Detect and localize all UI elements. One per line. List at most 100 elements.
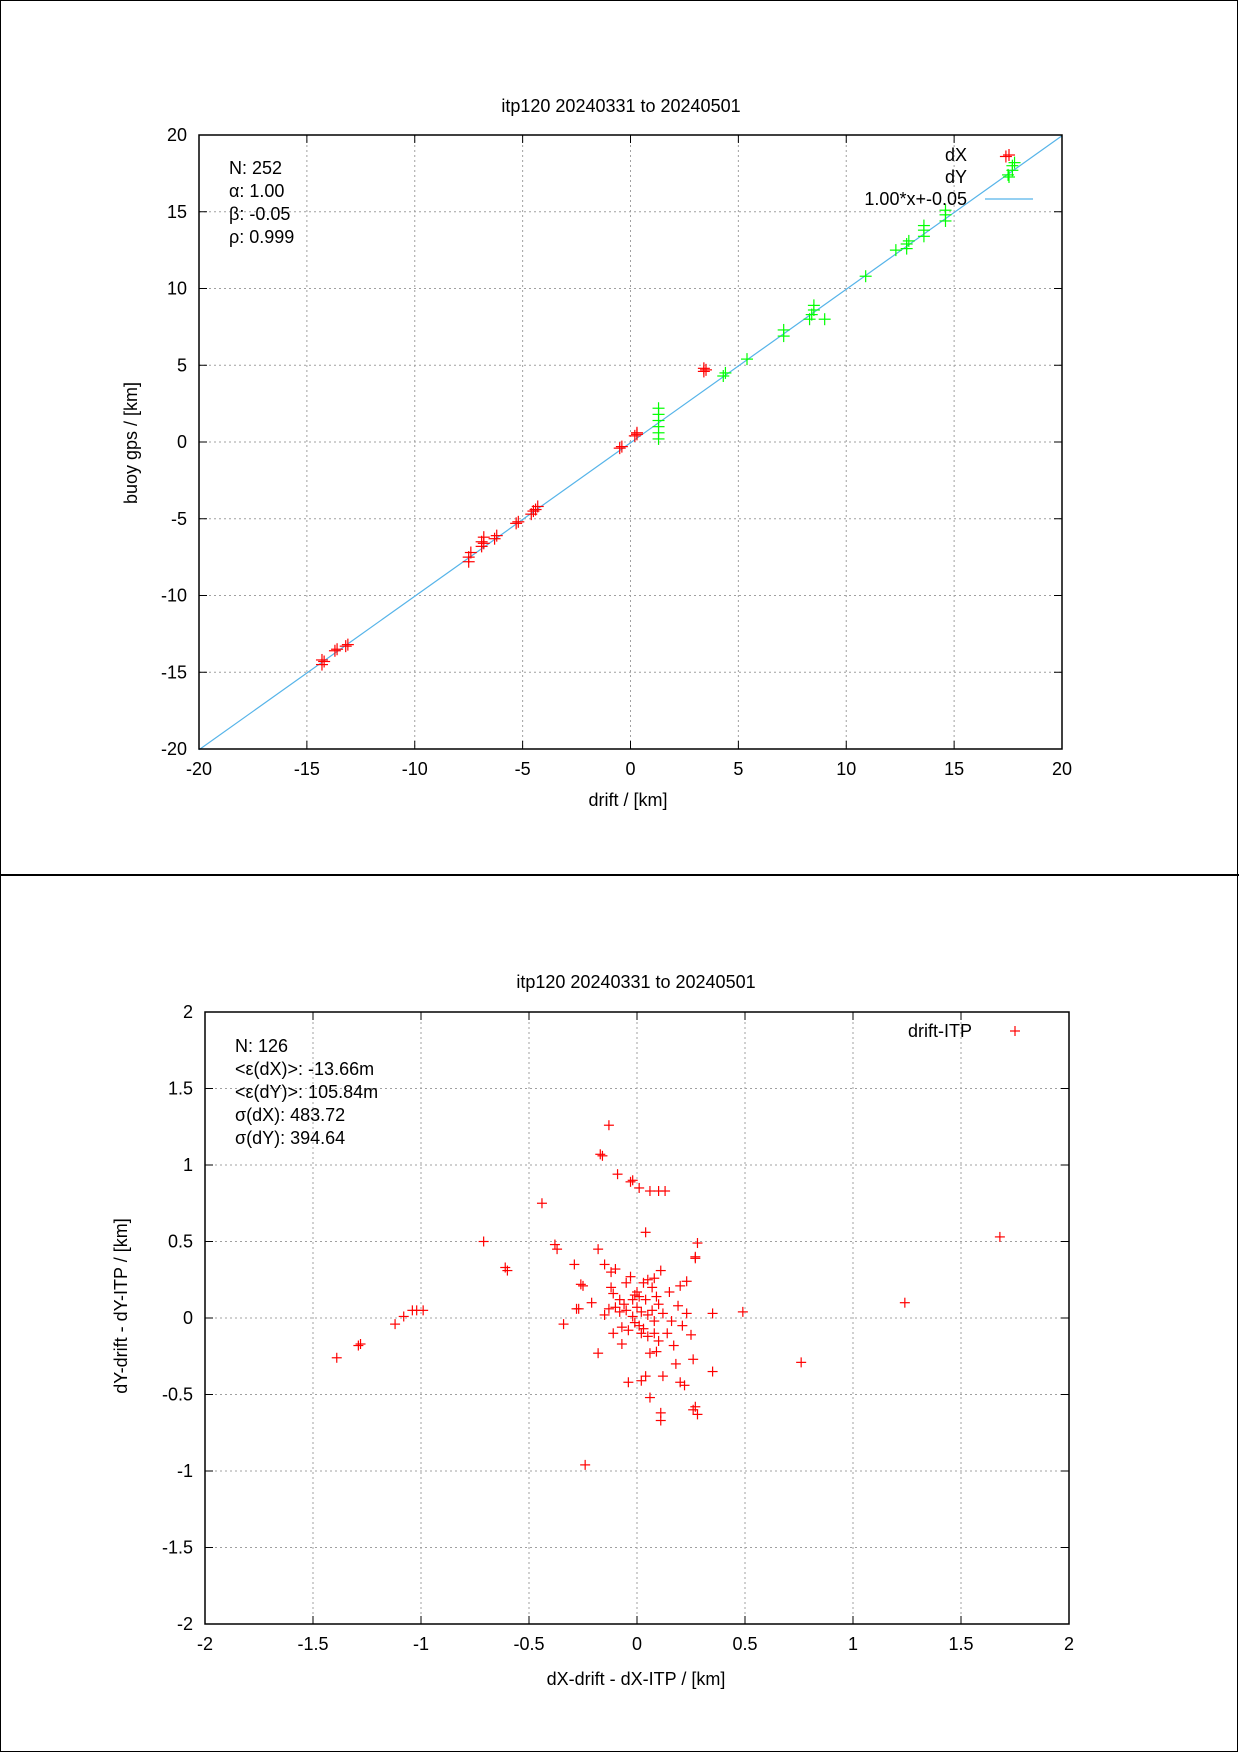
data-point [679, 1380, 690, 1391]
data-point [462, 551, 475, 564]
y-tick-label: 10 [167, 279, 187, 299]
scatter-chart-bottom: itp120 20240331 to 20240501 dX-drift - d… [111, 972, 1074, 1689]
data-point [900, 237, 913, 250]
chart-panel-bottom: itp120 20240331 to 20240501 dX-drift - d… [0, 875, 1238, 1752]
data-point [642, 1274, 653, 1285]
data-point [593, 1244, 604, 1255]
y-tick-label: -2 [177, 1614, 193, 1634]
scatter-chart-top: itp120 20240331 to 20240501 drift / [km]… [121, 96, 1072, 810]
data-point [603, 1303, 614, 1314]
data-point [603, 1120, 614, 1131]
data-point [613, 442, 626, 455]
grid-lines [205, 1012, 1069, 1624]
x-tick-label: 15 [944, 759, 964, 779]
data-point [677, 1320, 688, 1331]
x-tick-label: -1.5 [297, 1634, 328, 1654]
data-point [623, 1325, 634, 1336]
data-point [621, 1277, 632, 1288]
y-tick-label: 0 [177, 432, 187, 452]
y-tick-label: -15 [161, 662, 187, 682]
data-point [642, 1331, 653, 1342]
legend-label: 1.00*x+-0.05 [864, 189, 967, 209]
data-point [331, 643, 344, 656]
data-point [636, 1328, 647, 1339]
data-point [644, 1392, 655, 1403]
data-point [575, 1279, 586, 1290]
data-point [478, 1236, 489, 1247]
x-tick-label: -10 [402, 759, 428, 779]
data-point [529, 503, 542, 516]
y-tick-label: -1.5 [162, 1538, 193, 1558]
data-point [681, 1308, 692, 1319]
data-point [355, 1339, 366, 1350]
data-point [619, 1299, 630, 1310]
data-point [652, 402, 665, 415]
stats-line: N: 126 [235, 1036, 288, 1056]
data-point [796, 1357, 807, 1368]
chart-panel-top: itp120 20240331 to 20240501 drift / [km]… [0, 0, 1238, 875]
data-point [859, 270, 872, 283]
x-tick-label: -20 [186, 759, 212, 779]
data-point [668, 1340, 679, 1351]
x-tick-label: -2 [197, 1634, 213, 1654]
y-tick-label: 1.5 [168, 1079, 193, 1099]
data-point [644, 1348, 655, 1359]
data-point [647, 1305, 658, 1316]
data-point [502, 1265, 513, 1276]
data-point [608, 1288, 619, 1299]
data-point [899, 1297, 910, 1308]
data-point [536, 1198, 547, 1209]
data-point [569, 1259, 580, 1270]
data-point [700, 363, 713, 376]
data-point [549, 1239, 560, 1250]
stats-line: <ε(dY)>: 105.84m [235, 1082, 378, 1102]
y-tick-label: -1 [177, 1461, 193, 1481]
stats-line: σ(dY): 394.64 [235, 1128, 345, 1148]
data-point [670, 1358, 681, 1369]
data-point [625, 1271, 636, 1282]
data-point [902, 234, 915, 247]
axis-ticks: -2 -1.5 -1 -0.5 0 0.5 1 1.5 2 -2 -1.5 -1 -0.5 0 0.5 1 1.… [162, 1002, 1074, 1654]
y-tick-label: 0 [183, 1308, 193, 1328]
data-point [690, 1253, 701, 1264]
y-tick-label: -20 [161, 739, 187, 759]
data-point [675, 1280, 686, 1291]
data-point [889, 244, 902, 257]
x-tick-label: -5 [515, 759, 531, 779]
x-tick-label: 10 [836, 759, 856, 779]
x-tick-label: 5 [733, 759, 743, 779]
data-point [464, 546, 477, 559]
data-point [599, 1309, 610, 1320]
data-points [331, 1120, 1005, 1470]
grid-lines [199, 135, 1062, 749]
data-point [331, 1352, 342, 1363]
data-point [805, 308, 818, 321]
data-point [315, 653, 328, 666]
data-point [630, 428, 643, 441]
series-dy [652, 156, 1021, 445]
legend-label: drift-ITP [908, 1021, 972, 1041]
data-point [653, 1335, 664, 1346]
data-point [666, 1316, 677, 1327]
data-point [625, 1176, 636, 1187]
y-tick-label: -10 [161, 586, 187, 606]
data-point [398, 1311, 409, 1322]
data-point [717, 369, 730, 382]
data-point [595, 1149, 606, 1160]
data-point [644, 1186, 655, 1197]
data-point [621, 1305, 632, 1316]
fit-line [198, 135, 1063, 751]
data-point [653, 1299, 664, 1310]
data-point [657, 1371, 668, 1382]
data-point [657, 1308, 668, 1319]
data-point [818, 313, 831, 326]
data-point [660, 1186, 671, 1197]
data-point [614, 1306, 625, 1317]
stats-line: β: -0.05 [229, 204, 290, 224]
y-tick-label: 0.5 [168, 1232, 193, 1252]
data-point [636, 1375, 647, 1386]
data-point [488, 532, 501, 545]
data-point [616, 1339, 627, 1350]
data-point [610, 1264, 621, 1275]
data-point [599, 1259, 610, 1270]
